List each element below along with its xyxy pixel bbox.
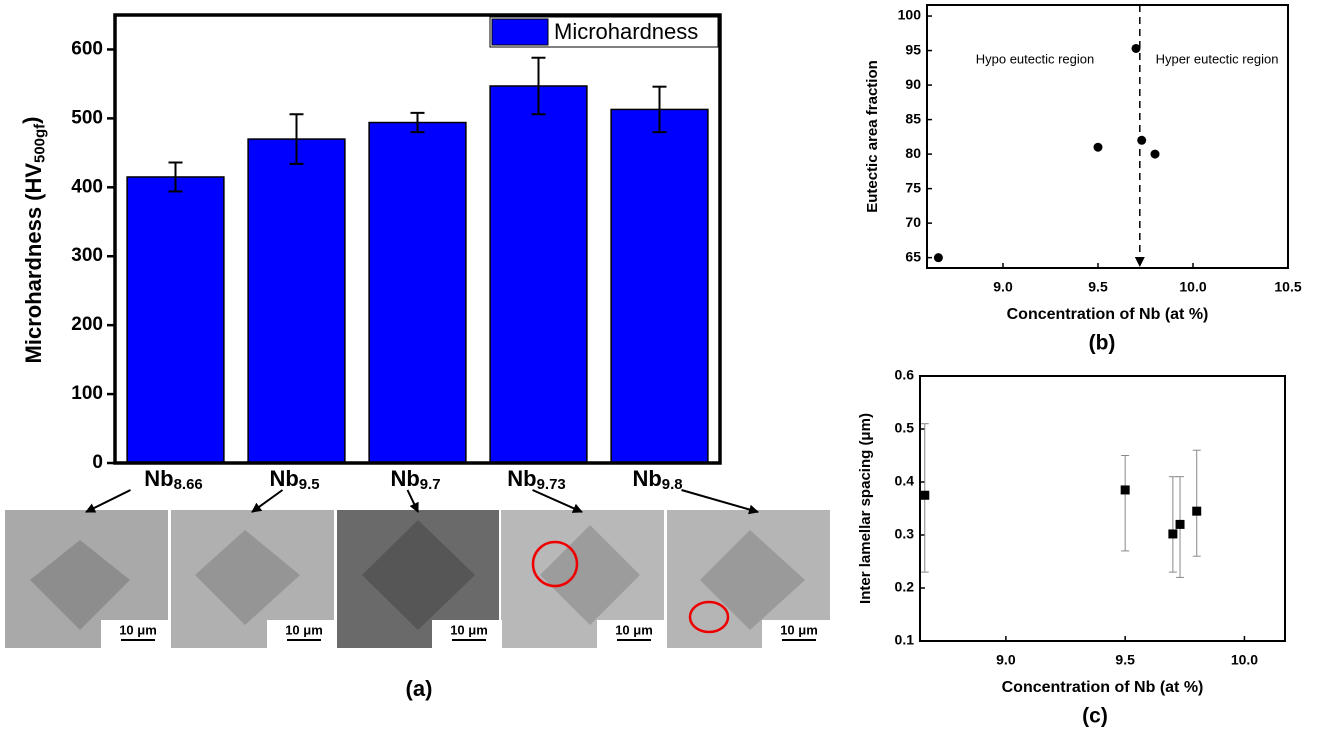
panel-label: (b) bbox=[1089, 332, 1116, 355]
scale-bar-label: 10 μm bbox=[615, 622, 653, 637]
y-tick-label: 90 bbox=[905, 76, 921, 92]
bar bbox=[368, 121, 467, 464]
y-axis-label: Inter lamellar spacing (μm) bbox=[857, 413, 874, 604]
y-tick-label: 65 bbox=[905, 248, 921, 264]
x-axis-label: Concentration of Nb (at %) bbox=[1007, 306, 1209, 323]
y-tick-label: 0.3 bbox=[895, 526, 915, 542]
x-tick-label: 10.5 bbox=[1274, 279, 1301, 295]
error-bar bbox=[168, 161, 183, 193]
y-tick-label: 85 bbox=[905, 110, 921, 126]
point bbox=[1120, 485, 1130, 495]
y-tick-label: 0.4 bbox=[895, 473, 915, 489]
point bbox=[1131, 43, 1141, 53]
x-tick-label: 9.5 bbox=[1088, 279, 1108, 295]
pointer-arrow bbox=[532, 489, 583, 513]
x-tick-label: Nb9.73 bbox=[507, 466, 565, 493]
point bbox=[920, 490, 930, 500]
point bbox=[1093, 142, 1103, 152]
indent bbox=[30, 540, 130, 630]
scale-bar-box bbox=[762, 620, 832, 648]
annotation: Hypo eutectic region bbox=[976, 51, 1095, 66]
y-axis-label: Eutectic area fraction bbox=[864, 60, 881, 213]
highlight-circle bbox=[531, 540, 579, 588]
y-tick-label: 600 bbox=[71, 38, 103, 59]
x-axis-label: Concentration of Nb (at %) bbox=[1002, 679, 1204, 696]
legend-swatch bbox=[491, 18, 549, 46]
y-tick-label: 0.5 bbox=[895, 420, 915, 436]
highlight-circle bbox=[688, 600, 730, 634]
point bbox=[1150, 149, 1160, 159]
scale-bar-label: 10 μm bbox=[119, 622, 157, 637]
x-tick-label: Nb9.5 bbox=[269, 466, 319, 493]
y-tick-label: 200 bbox=[71, 314, 103, 335]
y-axis-label: Microhardness (HV500gf) bbox=[18, 117, 48, 364]
point bbox=[1168, 529, 1178, 539]
error-bar bbox=[1192, 449, 1201, 557]
plot-frame bbox=[113, 13, 722, 465]
y-tick-label: 400 bbox=[71, 176, 103, 197]
bar bbox=[126, 176, 225, 464]
error-bar bbox=[1121, 455, 1130, 552]
x-tick-label: 9.0 bbox=[996, 652, 1016, 668]
plot-frame bbox=[919, 375, 1286, 642]
error-bar bbox=[289, 113, 304, 165]
error-bar bbox=[531, 56, 546, 116]
error-bar bbox=[652, 85, 667, 134]
indent bbox=[700, 530, 805, 630]
x-tick-label: 10.0 bbox=[1179, 279, 1206, 295]
y-tick-label: 75 bbox=[905, 179, 921, 195]
scale-bar-label: 10 μm bbox=[780, 622, 818, 637]
point bbox=[1175, 519, 1185, 529]
y-tick-label: 0.2 bbox=[895, 579, 915, 595]
y-tick-label: 70 bbox=[905, 214, 921, 230]
error-bar bbox=[1168, 476, 1177, 573]
pointer-arrow bbox=[681, 489, 759, 515]
y-tick-label: 300 bbox=[71, 245, 103, 266]
plot-frame bbox=[926, 4, 1289, 269]
panel-label: (c) bbox=[1082, 705, 1108, 728]
x-tick-label: 9.5 bbox=[1115, 652, 1135, 668]
legend-label: Microhardness bbox=[554, 19, 698, 44]
bar bbox=[489, 85, 588, 464]
scale-bar-box bbox=[597, 620, 667, 648]
bar bbox=[247, 138, 346, 464]
x-tick-label: 10.0 bbox=[1231, 652, 1258, 668]
micrographs bbox=[5, 510, 830, 648]
scale-bar-label: 10 μm bbox=[285, 622, 323, 637]
panel-label: (a) bbox=[406, 676, 433, 701]
scale-bar-label: 10 μm bbox=[450, 622, 488, 637]
indent bbox=[362, 520, 475, 630]
pointer-arrow bbox=[85, 489, 131, 513]
bar bbox=[610, 108, 709, 464]
x-tick-label: Nb9.7 bbox=[390, 466, 440, 493]
annotation: Hyper eutectic region bbox=[1156, 51, 1279, 66]
y-tick-label: 0.6 bbox=[895, 367, 915, 383]
scale-bar-box bbox=[101, 620, 171, 648]
y-tick-label: 100 bbox=[71, 383, 103, 404]
y-tick-label: 100 bbox=[898, 7, 922, 23]
point bbox=[933, 253, 943, 263]
error-bar bbox=[410, 111, 425, 134]
indent bbox=[540, 525, 640, 625]
scale-bar-box bbox=[432, 620, 502, 648]
y-tick-label: 95 bbox=[905, 41, 921, 57]
x-tick-label: Nb9.8 bbox=[632, 466, 682, 493]
point bbox=[1137, 135, 1147, 145]
y-tick-label: 0.1 bbox=[895, 632, 915, 648]
y-tick-label: 500 bbox=[71, 107, 103, 128]
x-tick-label: 9.0 bbox=[993, 279, 1013, 295]
scale-bar-box bbox=[267, 620, 337, 648]
pointer-arrow bbox=[251, 489, 284, 513]
y-tick-label: 0 bbox=[92, 452, 103, 473]
y-tick-label: 80 bbox=[905, 145, 921, 161]
x-tick-label: Nb8.66 bbox=[144, 466, 202, 493]
pointer-arrow bbox=[406, 489, 419, 513]
indent bbox=[195, 530, 300, 625]
point bbox=[1192, 506, 1202, 516]
